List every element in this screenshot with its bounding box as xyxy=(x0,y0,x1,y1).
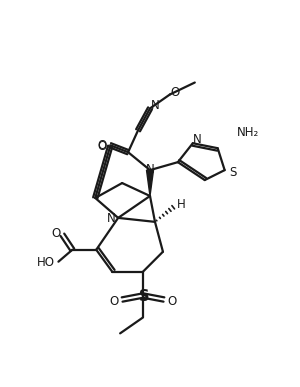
Text: N: N xyxy=(107,212,116,225)
Text: N: N xyxy=(146,163,154,176)
Text: O: O xyxy=(98,139,107,152)
Polygon shape xyxy=(146,170,154,196)
Text: N: N xyxy=(151,99,159,112)
Text: S: S xyxy=(229,166,236,178)
Text: O: O xyxy=(167,295,176,308)
Text: S: S xyxy=(139,289,149,304)
Text: HO: HO xyxy=(37,256,55,269)
Text: NH₂: NH₂ xyxy=(237,126,259,139)
Text: N: N xyxy=(192,133,201,146)
Text: O: O xyxy=(170,86,179,99)
Text: O: O xyxy=(98,140,107,153)
Text: H: H xyxy=(176,199,185,211)
Text: O: O xyxy=(52,227,61,240)
Text: O: O xyxy=(110,295,119,308)
